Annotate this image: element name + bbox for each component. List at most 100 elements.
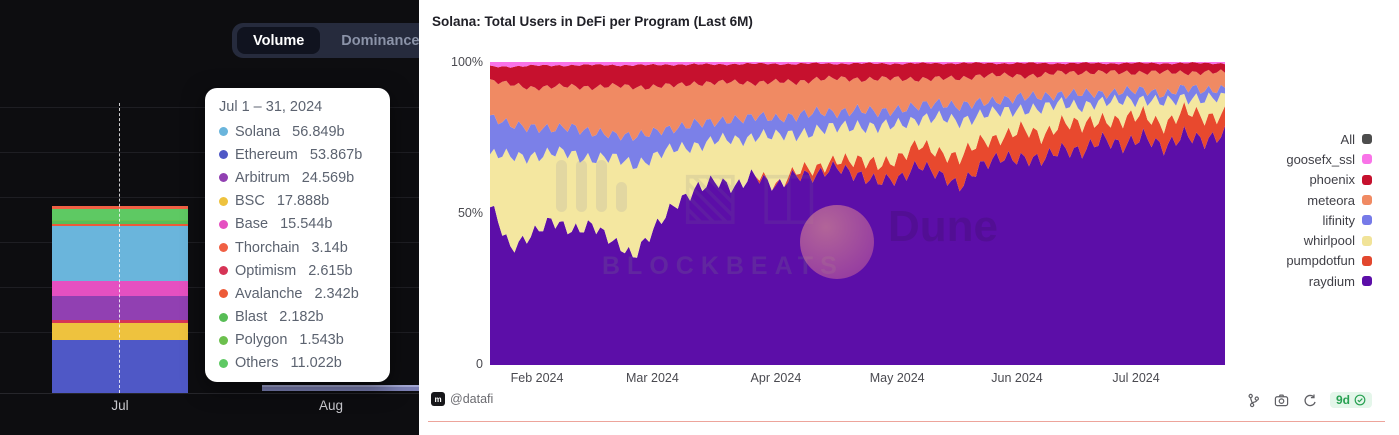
legend-swatch bbox=[1362, 215, 1372, 226]
x-tick: May 2024 bbox=[869, 371, 925, 385]
bar-segment-avalanche bbox=[52, 223, 188, 226]
x-tick: Jun 2024 bbox=[991, 371, 1043, 385]
series-name: Thorchain bbox=[235, 239, 300, 256]
legend-item-raydium[interactable]: raydium bbox=[1286, 271, 1372, 291]
series-name: Blast bbox=[235, 309, 268, 326]
tooltip-row: Blast 2.182b bbox=[219, 306, 376, 329]
author-handle[interactable]: m @datafi bbox=[431, 392, 493, 406]
series-color-dot bbox=[219, 289, 228, 299]
area-series-meteora bbox=[490, 69, 1225, 141]
x-tick: Mar 2024 bbox=[626, 371, 679, 385]
x-axis-line bbox=[0, 393, 419, 394]
legend-item-goosefx_ssl[interactable]: goosefx_ssl bbox=[1286, 149, 1372, 169]
series-color-dot bbox=[219, 312, 228, 322]
legend-label: phoenix bbox=[1309, 172, 1355, 188]
legend-swatch bbox=[1362, 154, 1372, 165]
crosshair-dashed-line bbox=[119, 103, 120, 393]
legend-item-phoenix[interactable]: phoenix bbox=[1286, 170, 1372, 190]
bar-segment-others bbox=[52, 209, 188, 220]
series-name: Solana bbox=[235, 123, 281, 140]
camera-icon[interactable] bbox=[1274, 393, 1289, 408]
series-value: 15.544b bbox=[280, 216, 333, 233]
series-value: 2.615b bbox=[308, 262, 353, 279]
bar-segment-solana bbox=[52, 225, 188, 282]
legend-item-all[interactable]: All bbox=[1286, 129, 1372, 149]
blockbeats-logo-watermark bbox=[556, 160, 627, 212]
tooltip-row: Polygon 1.543b bbox=[219, 329, 376, 352]
area-chart-plot[interactable]: ▧◫ BLOCKBEATS Dune bbox=[490, 62, 1225, 365]
series-color-dot bbox=[219, 243, 228, 253]
y-tick-100: 100% bbox=[451, 55, 483, 69]
blockbeats-text-watermark: BLOCKBEATS bbox=[602, 252, 844, 280]
legend-item-pumpdotfun[interactable]: pumpdotfun bbox=[1286, 251, 1372, 271]
dune-text-watermark: Dune bbox=[888, 202, 998, 251]
series-color-dot bbox=[219, 266, 228, 276]
jul-stacked-bar[interactable] bbox=[52, 206, 188, 393]
bar-segment-base bbox=[52, 281, 188, 297]
tooltip-row: Ethereum 53.867b bbox=[219, 143, 376, 166]
legend-label: raydium bbox=[1308, 273, 1355, 289]
dune-logo-watermark bbox=[800, 205, 874, 279]
legend-swatch bbox=[1362, 174, 1372, 185]
legend-item-lifinity[interactable]: lifinity bbox=[1286, 210, 1372, 230]
bar-segment-thorchain bbox=[52, 206, 188, 210]
check-circle-icon bbox=[1354, 394, 1366, 406]
legend-swatch bbox=[1362, 195, 1372, 206]
tooltip-row: Avalanche 2.342b bbox=[219, 282, 376, 305]
series-color-dot bbox=[219, 127, 228, 137]
data-freshness-badge[interactable]: 9d bbox=[1329, 392, 1372, 408]
aug-stacked-bar[interactable] bbox=[262, 385, 419, 391]
legend-label: lifinity bbox=[1322, 212, 1355, 228]
dune-defi-users-panel: Solana: Total Users in DeFi per Program … bbox=[419, 0, 1399, 435]
series-color-dot bbox=[219, 150, 228, 160]
legend-swatch bbox=[1362, 255, 1372, 266]
legend-label: goosefx_ssl bbox=[1286, 151, 1355, 167]
legend-label: meteora bbox=[1307, 192, 1355, 208]
series-color-dot bbox=[219, 335, 228, 345]
y-tick-50: 50% bbox=[457, 206, 483, 220]
series-name: Others bbox=[235, 355, 279, 372]
series-name: Ethereum bbox=[235, 146, 298, 163]
fork-icon[interactable] bbox=[1246, 393, 1261, 408]
tab-volume[interactable]: Volume bbox=[237, 27, 321, 54]
chart-title: Solana: Total Users in DeFi per Program … bbox=[432, 14, 753, 29]
tooltip-row: Base 15.544b bbox=[219, 213, 376, 236]
series-color-dot bbox=[219, 358, 228, 368]
x-tick-jul: Jul bbox=[111, 398, 129, 413]
author-avatar-icon: m bbox=[431, 392, 445, 406]
legend-swatch bbox=[1362, 134, 1372, 145]
tooltip-row: Arbitrum 24.569b bbox=[219, 166, 376, 189]
area-series-lifinity bbox=[490, 84, 1225, 169]
y-tick-0: 0 bbox=[476, 357, 483, 371]
bar-segment-bsc bbox=[52, 322, 188, 341]
legend-item-whirlpool[interactable]: whirlpool bbox=[1286, 230, 1372, 250]
series-value: 17.888b bbox=[276, 193, 330, 210]
legend-swatch bbox=[1362, 276, 1372, 287]
tooltip-title: Jul 1 – 31, 2024 bbox=[219, 99, 323, 115]
series-value: 24.569b bbox=[301, 169, 355, 186]
tooltip-row: Thorchain 3.14b bbox=[219, 236, 376, 259]
series-color-dot bbox=[219, 196, 228, 206]
refresh-icon[interactable] bbox=[1302, 393, 1317, 408]
bar-segment-arbitrum bbox=[52, 296, 188, 321]
legend-label: whirlpool bbox=[1303, 233, 1355, 249]
series-value: 2.342b bbox=[314, 285, 359, 302]
x-tick: Jul 2024 bbox=[1112, 371, 1160, 385]
tooltip-rows: Solana 56.849b Ethereum 53.867b Arbitrum 24.5… bbox=[219, 120, 376, 375]
panel-bottom-divider bbox=[428, 421, 1385, 422]
tab-dominance[interactable]: Dominance bbox=[325, 27, 419, 54]
author-handle-label: @datafi bbox=[450, 392, 494, 406]
series-name: Avalanche bbox=[235, 285, 303, 302]
tooltip-row: Others 11.022b bbox=[219, 352, 376, 375]
chart-tooltip: Jul 1 – 31, 2024 Solana 56.849b Ethereum 53… bbox=[205, 88, 390, 382]
x-tick-aug: Aug bbox=[318, 398, 344, 413]
series-value: 53.867b bbox=[309, 146, 363, 163]
series-value: 11.022b bbox=[290, 355, 342, 372]
series-color-dot bbox=[219, 173, 228, 183]
tooltip-row: BSC 17.888b bbox=[219, 190, 376, 213]
tooltip-row: Solana 56.849b bbox=[219, 120, 376, 143]
x-tick: Feb 2024 bbox=[510, 371, 564, 385]
bar-segment-polygon bbox=[52, 219, 188, 222]
legend-item-meteora[interactable]: meteora bbox=[1286, 190, 1372, 210]
